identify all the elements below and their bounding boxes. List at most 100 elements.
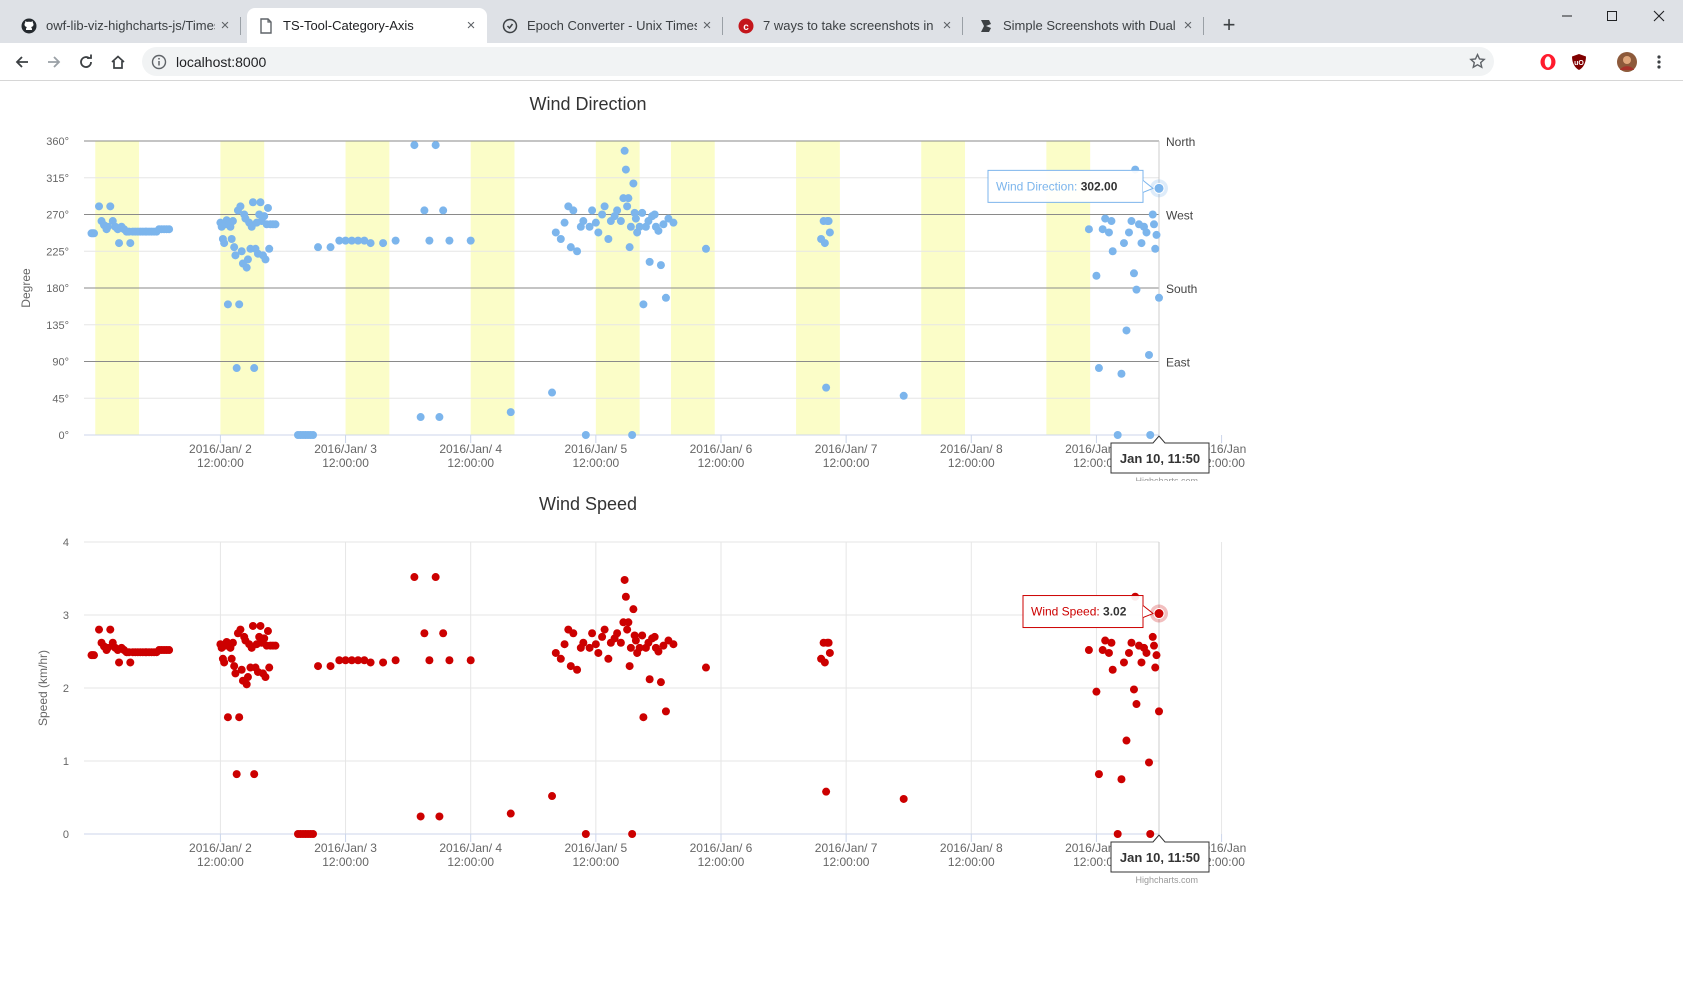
data-point <box>548 388 557 397</box>
x-tick-label: 12:00:00 <box>572 456 619 470</box>
tab-github[interactable]: owf-lib-viz-highcharts-js/Timeser × <box>10 8 241 43</box>
x-tick-label: 12:00:00 <box>447 855 494 869</box>
data-point <box>242 263 251 272</box>
browser-toolbar: localhost:8000 uO <box>0 43 1683 81</box>
data-point <box>820 658 829 667</box>
browser-menu-button[interactable] <box>1645 48 1673 76</box>
data-point <box>654 226 663 235</box>
data-point <box>560 640 569 649</box>
data-point <box>628 431 637 439</box>
data-point <box>90 651 99 660</box>
tooltip-pointer <box>1142 179 1154 193</box>
url-text: localhost:8000 <box>176 54 267 70</box>
data-point <box>223 713 232 722</box>
data-point <box>410 141 419 150</box>
data-point <box>1144 350 1153 359</box>
tab-close-icon[interactable]: × <box>702 17 712 34</box>
bookmark-star-icon[interactable] <box>1469 53 1486 70</box>
minimize-button[interactable] <box>1544 4 1589 28</box>
data-point <box>1092 687 1101 696</box>
data-point <box>260 212 269 221</box>
x-tick-label: 12:00:00 <box>447 456 494 470</box>
data-point <box>624 618 633 627</box>
data-point <box>379 239 388 248</box>
data-point <box>1107 217 1116 226</box>
tooltip-label: Wind Direction: <box>996 179 1081 193</box>
data-point <box>1129 685 1138 694</box>
home-button[interactable] <box>104 48 132 76</box>
data-point <box>326 662 335 671</box>
tooltip-text: Wind Speed: 3.02 <box>1031 605 1127 619</box>
tab-screenshots-windows[interactable]: c 7 ways to take screenshots in Wi × <box>727 8 963 43</box>
tooltip-box <box>987 169 1144 203</box>
data-point <box>654 647 663 656</box>
data-point <box>227 235 236 243</box>
svg-text:uO: uO <box>1574 60 1584 67</box>
tab-close-icon[interactable]: × <box>1183 17 1193 34</box>
data-point <box>354 656 363 665</box>
data-point <box>439 629 448 638</box>
data-point <box>621 592 630 601</box>
data-point <box>271 641 280 650</box>
data-point <box>347 236 356 245</box>
data-point <box>581 830 590 838</box>
tab-close-icon[interactable]: × <box>942 17 952 34</box>
data-point <box>235 713 244 722</box>
data-point <box>416 812 425 821</box>
profile-avatar[interactable] <box>1613 48 1641 76</box>
forward-button[interactable] <box>40 48 68 76</box>
data-point <box>126 239 135 248</box>
data-point <box>106 625 115 634</box>
back-arrow-icon <box>15 56 28 68</box>
tab-epoch-converter[interactable]: Epoch Converter - Unix Timestam × <box>491 8 723 43</box>
close-window-button[interactable] <box>1636 4 1681 28</box>
data-point <box>588 206 597 215</box>
data-point <box>261 673 270 682</box>
data-point <box>236 202 245 211</box>
tab-dual-monitors[interactable]: Simple Screenshots with Dual Mo × <box>967 8 1204 43</box>
tab-ts-tool[interactable]: TS-Tool-Category-Axis × <box>247 8 487 43</box>
data-point <box>1122 326 1131 335</box>
compass-label: West <box>1166 209 1194 223</box>
data-point <box>645 675 654 684</box>
data-point <box>236 625 245 634</box>
data-point <box>659 220 668 229</box>
opera-extension-button[interactable] <box>1534 48 1562 76</box>
data-point <box>594 228 603 237</box>
tab-close-icon[interactable]: × <box>466 17 476 34</box>
data-point <box>820 239 829 248</box>
tooltip-value: 302.00 <box>1081 179 1118 193</box>
data-point <box>616 217 625 226</box>
info-icon[interactable] <box>151 54 167 70</box>
data-point <box>560 218 569 227</box>
opera-icon <box>1540 54 1556 70</box>
data-point <box>824 217 833 226</box>
tab-close-icon[interactable]: × <box>220 17 230 34</box>
data-point <box>232 770 241 779</box>
data-point <box>1113 830 1122 838</box>
back-button[interactable] <box>8 48 36 76</box>
data-point <box>825 648 834 657</box>
maximize-button[interactable] <box>1589 4 1634 28</box>
data-point <box>635 643 644 652</box>
x-tick-label: 12:00:00 <box>1073 456 1120 470</box>
address-bar[interactable]: localhost:8000 <box>142 47 1494 76</box>
reload-button[interactable] <box>72 48 100 76</box>
data-point <box>1148 632 1157 641</box>
data-point <box>548 792 557 801</box>
data-point <box>1137 658 1146 667</box>
new-tab-button[interactable]: + <box>1222 12 1236 37</box>
data-point <box>506 809 515 818</box>
data-point <box>360 236 369 245</box>
data-point <box>669 218 678 227</box>
data-point <box>439 206 448 215</box>
x-tick-label: 12:00:00 <box>698 456 745 470</box>
data-point <box>1122 736 1131 745</box>
ublock-extension-button[interactable]: uO <box>1565 48 1593 76</box>
x-tick-label: 12:00:00 <box>948 855 995 869</box>
x-tick-label: 12:00:00 <box>197 456 244 470</box>
data-point <box>1119 239 1128 248</box>
data-point <box>230 243 239 252</box>
